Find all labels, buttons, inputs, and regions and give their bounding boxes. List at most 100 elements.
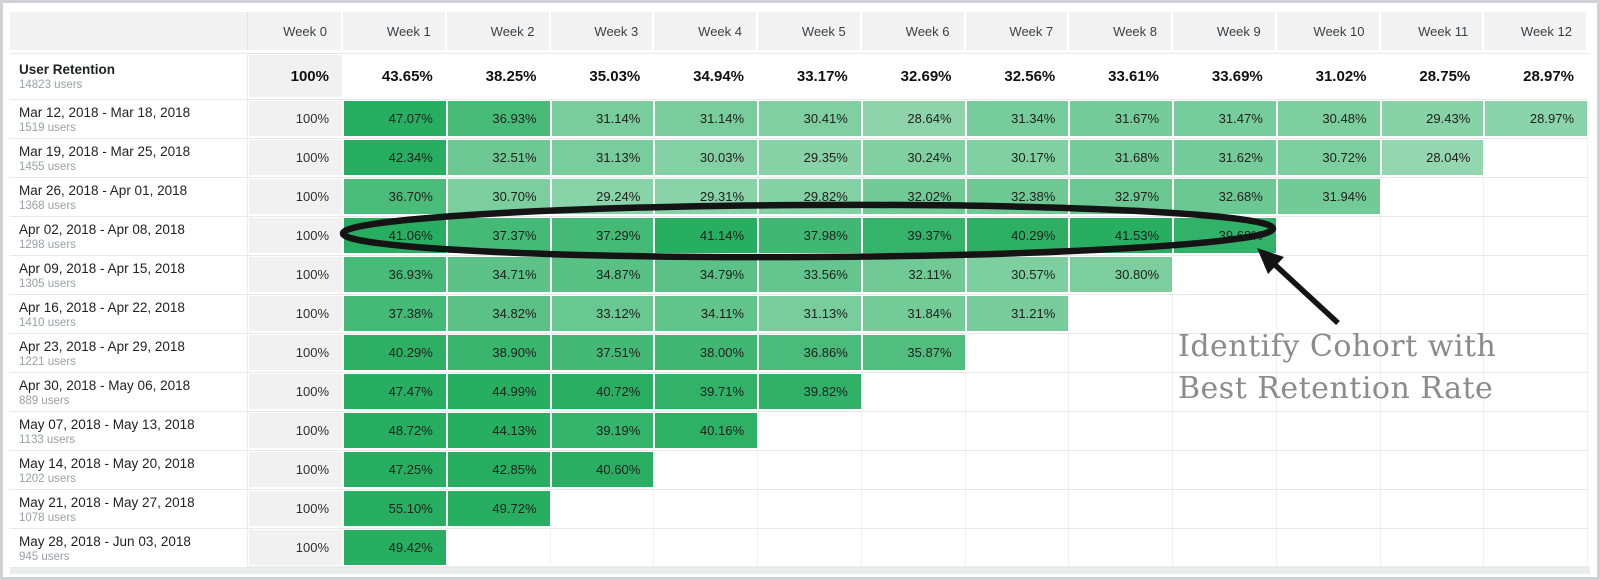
- retention-cell[interactable]: 49.42%: [343, 529, 447, 567]
- retention-cell[interactable]: 40.60%: [551, 451, 655, 489]
- retention-cell[interactable]: 30.24%: [862, 139, 966, 177]
- retention-cell[interactable]: 100%: [248, 295, 343, 333]
- retention-cell[interactable]: 30.70%: [447, 178, 551, 216]
- retention-cell[interactable]: 30.80%: [1069, 256, 1173, 294]
- retention-cell[interactable]: 34.71%: [447, 256, 551, 294]
- retention-cell[interactable]: 33.56%: [758, 256, 862, 294]
- retention-cell[interactable]: 29.31%: [654, 178, 758, 216]
- retention-cell[interactable]: 31.67%: [1069, 100, 1173, 138]
- retention-cell[interactable]: 100%: [248, 178, 343, 216]
- retention-cell[interactable]: 40.29%: [966, 217, 1070, 255]
- retention-cell[interactable]: 34.87%: [551, 256, 655, 294]
- retention-cell[interactable]: 41.06%: [343, 217, 447, 255]
- retention-cell[interactable]: 34.82%: [447, 295, 551, 333]
- retention-cell[interactable]: 47.25%: [343, 451, 447, 489]
- cohort-row: Mar 26, 2018 - Apr 01, 2018 1368 users 100…: [10, 177, 1588, 216]
- cohort-users-count: 1519 users: [19, 121, 76, 134]
- retention-cell[interactable]: 37.37%: [447, 217, 551, 255]
- retention-cell[interactable]: 100%: [248, 256, 343, 294]
- retention-cell[interactable]: 47.47%: [343, 373, 447, 411]
- retention-cell[interactable]: 100%: [248, 412, 343, 450]
- retention-cell[interactable]: 34.79%: [654, 256, 758, 294]
- retention-cell[interactable]: 42.85%: [447, 451, 551, 489]
- retention-cell[interactable]: 30.57%: [966, 256, 1070, 294]
- retention-cell[interactable]: 40.72%: [551, 373, 655, 411]
- retention-cell[interactable]: 100%: [248, 100, 343, 138]
- retention-cell[interactable]: 33.12%: [551, 295, 655, 333]
- retention-cell[interactable]: 38.00%: [654, 334, 758, 372]
- retention-value-text: 32.97%: [1070, 179, 1172, 214]
- retention-cell[interactable]: 36.93%: [447, 100, 551, 138]
- retention-cell[interactable]: 31.13%: [758, 295, 862, 333]
- retention-cell[interactable]: 31.68%: [1069, 139, 1173, 177]
- retention-cell[interactable]: 28.64%: [862, 100, 966, 138]
- retention-cell[interactable]: 44.13%: [447, 412, 551, 450]
- empty-cell: [1381, 529, 1485, 567]
- retention-cell[interactable]: 32.02%: [862, 178, 966, 216]
- retention-cell[interactable]: 29.43%: [1381, 100, 1485, 138]
- retention-cell[interactable]: 40.29%: [343, 334, 447, 372]
- retention-cell[interactable]: 30.03%: [654, 139, 758, 177]
- retention-cell[interactable]: 30.17%: [966, 139, 1070, 177]
- retention-cell[interactable]: 47.07%: [343, 100, 447, 138]
- empty-cell: [1069, 295, 1173, 333]
- retention-cell[interactable]: 31.62%: [1173, 139, 1277, 177]
- retention-cell[interactable]: 39.37%: [862, 217, 966, 255]
- retention-cell[interactable]: 100%: [248, 490, 343, 528]
- retention-cell[interactable]: 29.82%: [758, 178, 862, 216]
- retention-cell[interactable]: 31.34%: [966, 100, 1070, 138]
- retention-cell[interactable]: 29.24%: [551, 178, 655, 216]
- retention-cell[interactable]: 48.72%: [343, 412, 447, 450]
- retention-cell[interactable]: 31.21%: [966, 295, 1070, 333]
- retention-cell[interactable]: 28.04%: [1381, 139, 1485, 177]
- retention-cell[interactable]: 32.97%: [1069, 178, 1173, 216]
- retention-cell[interactable]: 55.10%: [343, 490, 447, 528]
- retention-cell[interactable]: 32.38%: [966, 178, 1070, 216]
- retention-cell[interactable]: 100%: [248, 529, 343, 567]
- retention-cell[interactable]: 100%: [248, 451, 343, 489]
- retention-cell[interactable]: 44.99%: [447, 373, 551, 411]
- retention-cell[interactable]: 30.41%: [758, 100, 862, 138]
- retention-cell[interactable]: 31.13%: [551, 139, 655, 177]
- retention-cell[interactable]: 32.51%: [447, 139, 551, 177]
- retention-cell[interactable]: 36.86%: [758, 334, 862, 372]
- retention-cell[interactable]: 30.72%: [1277, 139, 1381, 177]
- empty-cell: [966, 490, 1070, 528]
- retention-cell[interactable]: 31.84%: [862, 295, 966, 333]
- retention-cell[interactable]: 37.98%: [758, 217, 862, 255]
- empty-cell: [758, 529, 862, 567]
- retention-cell[interactable]: 100%: [248, 373, 343, 411]
- retention-cell[interactable]: 34.11%: [654, 295, 758, 333]
- retention-cell[interactable]: 37.38%: [343, 295, 447, 333]
- retention-cell[interactable]: 37.29%: [551, 217, 655, 255]
- retention-cell[interactable]: 39.71%: [654, 373, 758, 411]
- retention-cell[interactable]: 38.90%: [447, 334, 551, 372]
- empty-cell: [966, 412, 1070, 450]
- retention-cell[interactable]: 29.35%: [758, 139, 862, 177]
- retention-cell[interactable]: 41.53%: [1069, 217, 1173, 255]
- retention-cell[interactable]: 36.93%: [343, 256, 447, 294]
- retention-cell[interactable]: 31.14%: [551, 100, 655, 138]
- retention-cell[interactable]: 39.82%: [758, 373, 862, 411]
- retention-cell[interactable]: 35.87%: [862, 334, 966, 372]
- empty-cell: [1484, 217, 1588, 255]
- retention-cell[interactable]: 100%: [248, 139, 343, 177]
- retention-cell[interactable]: 40.16%: [654, 412, 758, 450]
- retention-cell[interactable]: 36.70%: [343, 178, 447, 216]
- retention-cell[interactable]: 39.68%: [1173, 217, 1277, 255]
- retention-cell[interactable]: 28.97%: [1484, 100, 1588, 138]
- retention-cell[interactable]: 49.72%: [447, 490, 551, 528]
- retention-cell[interactable]: 32.68%: [1173, 178, 1277, 216]
- retention-cell[interactable]: 31.14%: [654, 100, 758, 138]
- retention-cell[interactable]: 31.94%: [1277, 178, 1381, 216]
- retention-cell[interactable]: 100%: [248, 217, 343, 255]
- retention-cell[interactable]: 39.19%: [551, 412, 655, 450]
- retention-cell[interactable]: 31.47%: [1173, 100, 1277, 138]
- retention-cell[interactable]: 37.51%: [551, 334, 655, 372]
- retention-cell[interactable]: 32.11%: [862, 256, 966, 294]
- retention-cell[interactable]: 30.48%: [1277, 100, 1381, 138]
- retention-cell[interactable]: 41.14%: [654, 217, 758, 255]
- retention-cell[interactable]: 42.34%: [343, 139, 447, 177]
- retention-cell[interactable]: 100%: [248, 334, 343, 372]
- cohort-label-cell: Apr 30, 2018 - May 06, 2018 889 users: [10, 373, 248, 411]
